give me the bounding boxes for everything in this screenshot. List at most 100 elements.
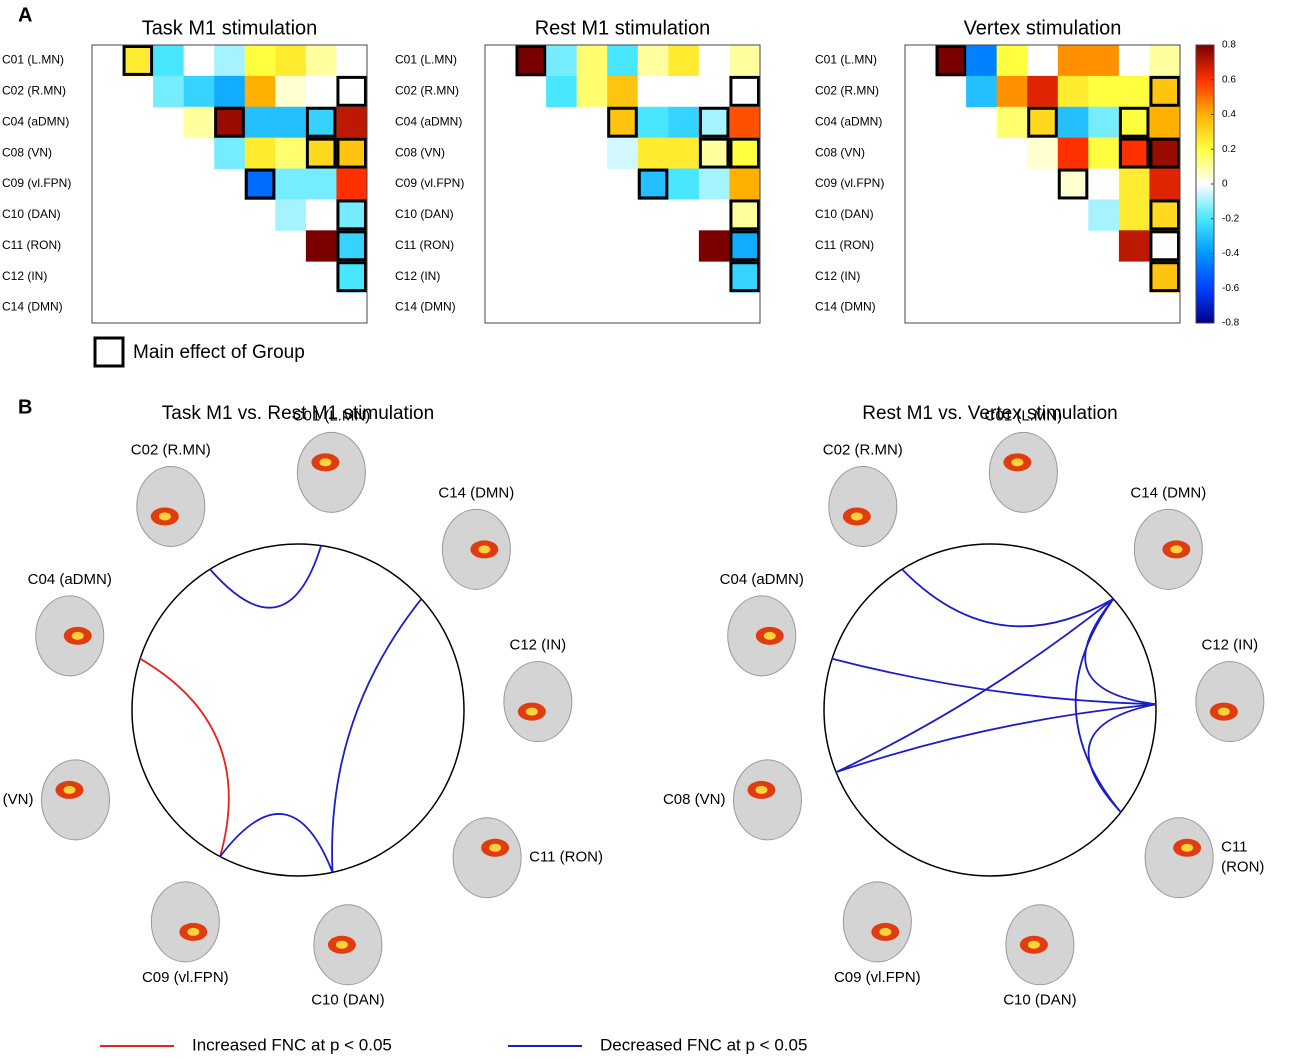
heatmap-cell	[1088, 106, 1120, 139]
brain-outline	[136, 465, 206, 547]
heatmap-cell	[244, 106, 276, 139]
heatmap-cell	[1057, 168, 1089, 200]
colorbar-tick-label: -0.8	[1222, 318, 1240, 329]
heatmap-cell	[244, 45, 276, 77]
node-label: C08 (VN)	[0, 791, 33, 808]
group-effect-box	[305, 137, 337, 169]
heatmap-cell	[935, 45, 967, 77]
heatmap-cell	[336, 261, 368, 293]
heatmap-cell	[1088, 199, 1120, 231]
connection	[1074, 598, 1122, 813]
row-label: C14 (DMN)	[395, 300, 456, 314]
heatmap-cell	[305, 230, 337, 262]
activation-core	[187, 927, 200, 936]
heatmap-cell	[153, 75, 185, 108]
plot-frame	[904, 44, 1181, 324]
heatmap-cell	[1149, 261, 1181, 293]
heatmap-cell	[1118, 45, 1150, 77]
heatmap-cell	[546, 45, 578, 77]
heatmap-cell	[607, 75, 639, 108]
heatmap-cell	[546, 75, 578, 108]
heatmap-cell	[637, 168, 669, 200]
node-label: C09 (vl.FPN)	[834, 969, 921, 986]
heatmap-cell	[1149, 168, 1181, 200]
row-label: C02 (R.MN)	[395, 84, 459, 98]
heatmap-cell	[183, 75, 215, 108]
brain-icon	[40, 759, 110, 841]
heatmap-cell	[996, 45, 1028, 77]
colorbar-tick-label: -0.4	[1222, 248, 1240, 259]
brain-icon	[1195, 661, 1265, 743]
heatmap-cell	[607, 106, 639, 139]
group-effect-box	[1118, 137, 1150, 169]
colorbar-tick-label: -0.2	[1222, 213, 1240, 224]
brain-icon	[313, 904, 383, 986]
connection	[901, 568, 1114, 628]
brain-icon	[1144, 817, 1214, 899]
connection	[835, 598, 1114, 773]
row-label: C12 (IN)	[815, 269, 860, 283]
heatmap-cell	[729, 45, 761, 77]
brain-icon	[136, 465, 206, 547]
heatmap-cell	[214, 137, 246, 169]
brain-outline	[1144, 817, 1214, 899]
heatmap-cell	[637, 106, 669, 139]
heatmap-cell	[1027, 106, 1059, 139]
heatmap-cell	[214, 75, 246, 108]
chart-title: Task M1 stimulation	[142, 17, 318, 39]
group-effect-box	[637, 168, 669, 200]
heatmap-cell	[244, 75, 276, 108]
row-label: C01 (L.MN)	[815, 53, 877, 67]
heatmap-cell	[336, 106, 368, 139]
node-label: C09 (vl.FPN)	[142, 969, 229, 986]
heatmap-cell	[336, 199, 368, 231]
activation-core	[1170, 545, 1183, 554]
heatmap-cell	[122, 45, 154, 77]
heatmap-cell	[275, 75, 307, 108]
heatmap-cell	[305, 168, 337, 200]
node-label: C04 (aDMN)	[720, 571, 804, 588]
heatmap-cell	[1149, 137, 1181, 169]
heatmap-cell	[183, 106, 215, 139]
heatmap-cell	[668, 137, 700, 169]
group-effect-box	[244, 168, 276, 200]
activation-core	[1027, 940, 1040, 949]
activation-core	[489, 843, 502, 852]
activation-core	[71, 631, 84, 640]
connection	[1087, 703, 1157, 813]
connection	[209, 545, 322, 609]
heatmap-cell	[698, 45, 730, 77]
activation-core	[478, 545, 491, 554]
heatmap-cell	[1118, 230, 1150, 262]
diagram-title: Rest M1 vs. Vertex stimulation	[862, 403, 1118, 424]
colorbar-tick-label: 0.8	[1222, 40, 1236, 51]
brain-outline	[150, 881, 220, 963]
diagram-title: Task M1 vs. Rest M1 stimulation	[162, 403, 434, 424]
group-effect-box	[729, 230, 761, 262]
node-label: C11	[1221, 839, 1247, 856]
group-effect-box	[336, 230, 368, 262]
colorbar-tick-label: -0.6	[1222, 283, 1240, 294]
heatmap-cell	[1027, 45, 1059, 77]
heatmap-cell	[966, 45, 998, 77]
heatmap-cell	[1057, 45, 1089, 77]
group-effect-box	[698, 106, 730, 138]
group-effect-box	[729, 261, 761, 293]
brain-outline	[988, 431, 1058, 513]
group-effect-box	[214, 106, 245, 138]
brain-outline	[452, 817, 522, 899]
heatmap-cell	[244, 168, 276, 200]
row-label: C12 (IN)	[395, 269, 440, 283]
brain-icon	[1133, 508, 1203, 590]
heatmap-cell	[305, 75, 337, 108]
heatmap-cell	[668, 45, 700, 77]
plot-frame	[484, 44, 761, 324]
row-label: C04 (aDMN)	[2, 114, 69, 128]
row-label: C10 (DAN)	[395, 207, 454, 221]
brain-icon	[842, 881, 912, 963]
legend-label: Decreased FNC at p < 0.05	[600, 1035, 807, 1054]
heatmap-cell	[668, 199, 700, 231]
chart-title: Vertex stimulation	[964, 17, 1122, 39]
group-effect-box	[1057, 168, 1089, 200]
heatmap-cell	[336, 75, 368, 108]
